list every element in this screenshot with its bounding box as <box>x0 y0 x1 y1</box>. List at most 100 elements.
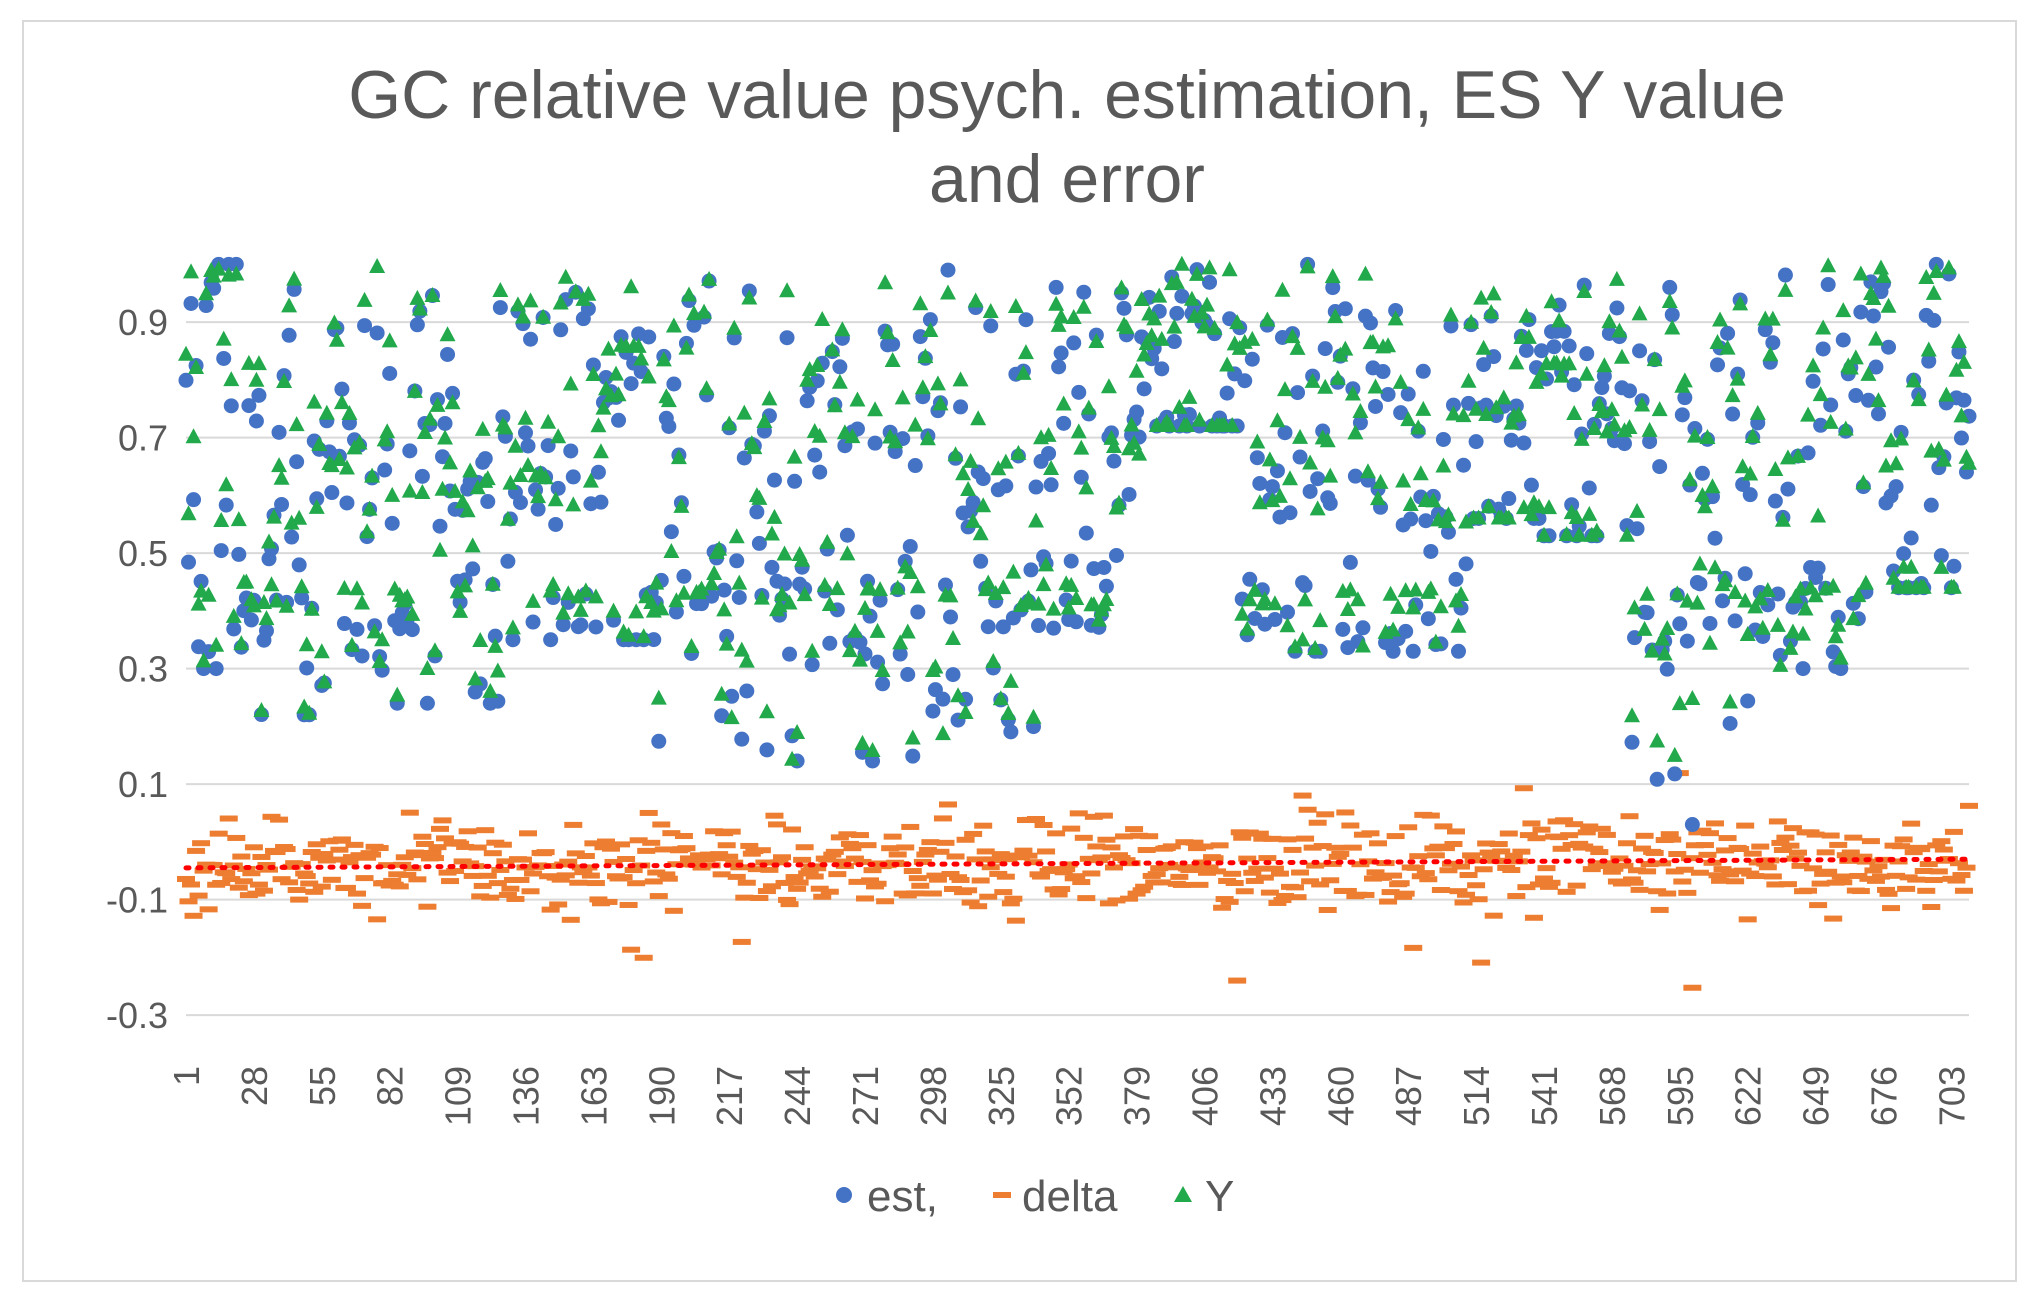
est-point <box>983 318 999 334</box>
y-point <box>552 294 569 310</box>
est-point <box>274 496 290 512</box>
delta-point <box>1617 840 1636 847</box>
x-tick-label: 190 <box>641 1066 682 1126</box>
y-point <box>1732 295 1749 311</box>
delta-point <box>1135 883 1154 890</box>
delta-point <box>1185 839 1204 846</box>
y-point <box>1629 502 1646 518</box>
y-point <box>585 366 602 382</box>
delta-point <box>337 884 356 891</box>
y-point <box>955 465 972 481</box>
y-point <box>1045 600 1062 616</box>
y-point <box>1412 465 1429 481</box>
delta-point <box>1879 890 1898 897</box>
est-point <box>1833 661 1849 677</box>
delta-point <box>830 834 849 841</box>
y-point <box>1415 400 1432 416</box>
delta-point <box>1265 865 1284 872</box>
delta-point <box>770 859 789 866</box>
y-point <box>1835 302 1852 318</box>
est-point <box>1767 493 1783 509</box>
y-point <box>1068 589 1085 605</box>
delta-point <box>506 895 525 902</box>
delta-point <box>1864 867 1883 874</box>
y-point <box>1284 328 1301 344</box>
y-point <box>1271 487 1288 503</box>
y-point <box>849 391 866 407</box>
delta-point <box>1610 855 1629 862</box>
delta-point <box>1255 874 1274 881</box>
y-point <box>343 636 360 652</box>
y-point <box>1196 318 1213 334</box>
y-point <box>311 435 328 451</box>
y-point <box>673 497 690 513</box>
delta-point <box>1534 875 1553 882</box>
y-point <box>1930 440 1947 456</box>
delta-point <box>687 861 706 868</box>
delta-point <box>810 885 829 892</box>
est-point <box>1780 481 1796 497</box>
y-point <box>1458 513 1475 529</box>
chart-title-line-1: GC relative value psych. estimation, ES … <box>348 57 1786 133</box>
y-point <box>1664 319 1681 335</box>
delta-point <box>408 876 427 883</box>
y-point <box>590 417 607 433</box>
y-point <box>1322 467 1339 483</box>
delta-point <box>1723 868 1742 875</box>
delta-point <box>858 842 877 849</box>
y-point <box>1586 420 1603 436</box>
y-point <box>929 375 946 391</box>
est-point <box>749 504 765 520</box>
est-point <box>902 538 918 554</box>
delta-point <box>1104 864 1123 871</box>
y-point <box>258 610 275 626</box>
delta-point <box>325 856 344 863</box>
delta-point <box>612 841 631 848</box>
delta-point <box>1311 881 1330 888</box>
y-point <box>1485 285 1502 301</box>
y-point <box>1261 451 1278 467</box>
y-point <box>366 623 383 639</box>
y-point <box>819 533 836 549</box>
est-point <box>1078 525 1094 541</box>
y-point <box>1727 584 1744 600</box>
y-point <box>892 634 909 650</box>
delta-point <box>305 888 324 895</box>
y-point <box>351 434 368 450</box>
est-point <box>1770 586 1786 602</box>
y-point <box>846 622 863 638</box>
delta-point <box>788 885 807 892</box>
y-point <box>1070 423 1087 439</box>
delta-point <box>747 866 766 873</box>
scatter-chart: GC relative value psych. estimation, ES … <box>106 57 1978 1221</box>
delta-point <box>551 876 570 883</box>
y-point <box>1385 621 1402 637</box>
y-point <box>1239 620 1256 636</box>
delta-point <box>476 827 495 834</box>
y-tick-label: 0.3 <box>118 649 168 690</box>
y-point <box>1455 407 1472 423</box>
delta-point <box>1914 867 1933 874</box>
y-point <box>1191 411 1208 427</box>
y-point <box>696 303 713 319</box>
y-point <box>1488 399 1505 415</box>
delta-point <box>498 891 517 898</box>
y-point <box>934 725 951 741</box>
est-point <box>354 648 370 664</box>
delta-point <box>1700 830 1719 837</box>
delta-point <box>212 879 231 886</box>
delta-point <box>1788 849 1807 856</box>
delta-point <box>513 856 532 863</box>
y-point <box>1302 454 1319 470</box>
delta-point <box>863 867 882 874</box>
est-point <box>804 657 820 673</box>
delta-point <box>1308 819 1327 826</box>
delta-point <box>1919 861 1938 868</box>
y-point <box>338 459 355 475</box>
est-point <box>1684 817 1700 833</box>
y-point <box>1541 499 1558 515</box>
x-tick-label: 217 <box>709 1066 750 1126</box>
est-point <box>995 619 1011 635</box>
y-point <box>1246 581 1263 597</box>
delta-point <box>549 901 568 908</box>
